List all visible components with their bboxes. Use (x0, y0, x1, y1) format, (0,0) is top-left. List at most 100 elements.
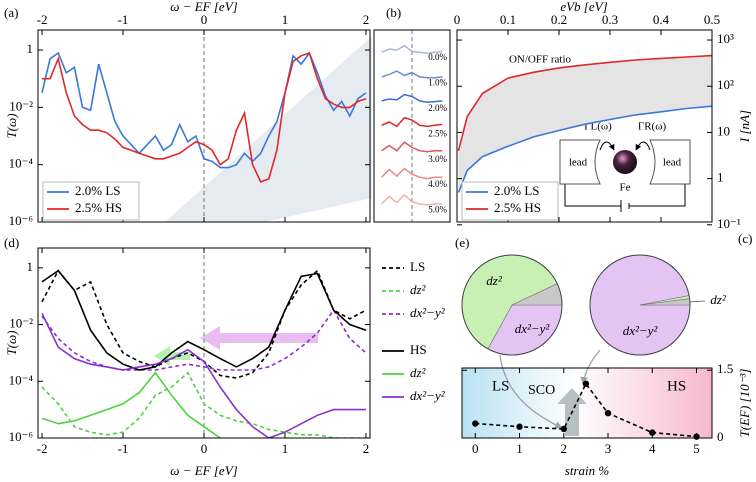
panel-label: (d) (4, 235, 19, 250)
circuit (564, 184, 686, 212)
zoom-wedge (165, 36, 372, 222)
pie-outline (461, 254, 563, 356)
legend-label: dz² (410, 365, 427, 380)
series-label: 1.0% (428, 77, 447, 87)
lead-shape (559, 139, 601, 185)
plot-frame (373, 29, 451, 223)
x-tick-label: 2 (561, 441, 568, 456)
x-tick-label: 0 (201, 12, 208, 27)
x-tick-label: 0.5 (704, 12, 720, 27)
series-line (41, 371, 221, 438)
series-label: 3.0% (428, 154, 447, 164)
fe-atom (613, 150, 637, 174)
legend-label: dx²−y² (410, 388, 446, 403)
label-leader (687, 300, 706, 303)
legend-label: LS (410, 259, 425, 274)
legend-label: dx²−y² (410, 305, 446, 320)
annotation: lead (663, 157, 682, 169)
y-axis-label: T(ω) (4, 330, 19, 355)
slice-label: dx²−y² (515, 321, 551, 336)
y-tick-label: 1 (27, 259, 34, 274)
series-label: 4.0% (428, 179, 447, 189)
pie-arrow (499, 354, 563, 429)
pie-arrow (580, 349, 601, 385)
series-line (381, 44, 443, 55)
coupling-arrow (599, 141, 615, 151)
x-tick-label: 0.4 (653, 12, 670, 27)
y-axis-label: I [nA] (737, 110, 752, 143)
pie-outline (589, 254, 691, 356)
series-line (457, 54, 712, 151)
series-line (381, 193, 443, 206)
annotation: LS (492, 378, 510, 394)
y-tick-label: 10⁻⁴ (9, 156, 34, 171)
series-line (41, 371, 366, 438)
x-tick-label: 5 (693, 441, 700, 456)
x-axis-label: eVb [eV] (560, 0, 607, 14)
y-tick-label: 10² (717, 77, 734, 92)
y-tick-label: 10⁻¹ (717, 216, 741, 231)
x-tick-label: 0.2 (551, 12, 567, 27)
x-tick-label: 0 (472, 441, 479, 456)
y-axis-label: T(EF) [10⁻³] (737, 369, 752, 438)
y-axis-label: T(ω) (4, 113, 19, 138)
legend-label: 2.0% LS (75, 183, 121, 198)
y-tick-label: 1.5 (717, 361, 733, 376)
x-tick-label: 0 (454, 12, 461, 27)
x-tick-label: 2 (363, 441, 370, 456)
legend-label: HS (410, 342, 427, 357)
legend-box (42, 181, 140, 221)
series-label: 2.5% (428, 128, 447, 138)
slice-label: dz² (710, 292, 727, 307)
x-tick-label: 3 (605, 441, 612, 456)
annotation: lead (569, 157, 588, 169)
x-axis-label: ω − EF [eV] (170, 0, 237, 14)
x-tick-label: 1 (282, 12, 289, 27)
x-tick-label: -2 (37, 441, 48, 456)
legend-label: 2.0% LS (494, 183, 540, 198)
series-line (41, 269, 367, 371)
y-tick-label: 10⁻² (9, 98, 33, 113)
annotation: ΓR(ω) (638, 121, 667, 133)
panel-label: (a) (4, 5, 18, 20)
y-tick-label: 0 (717, 429, 724, 444)
series-line (381, 70, 443, 79)
slice-label: dz² (486, 273, 503, 288)
shift-arrow-head (200, 326, 220, 350)
data-point (516, 423, 523, 430)
data-point (472, 420, 479, 427)
panel-label: (c) (738, 231, 752, 246)
series-line (381, 141, 443, 153)
annotation: SCO (528, 383, 555, 398)
coupling-arrow (635, 141, 651, 151)
series-line (41, 308, 367, 371)
legend-label: 2.5% HS (75, 200, 122, 215)
x-tick-label: 0.3 (602, 12, 618, 27)
x-tick-label: 4 (649, 441, 656, 456)
data-point (649, 429, 656, 436)
legend-box (461, 181, 559, 221)
plot-frame (461, 367, 713, 439)
series-line (381, 167, 443, 180)
y-tick-label: 10 (717, 123, 730, 138)
x-tick-label: 2 (363, 12, 370, 27)
x-tick-label: -1 (118, 12, 129, 27)
annotation: ON/OFF ratio (509, 54, 572, 66)
annotation: HS (667, 378, 686, 394)
x-tick-label: 1 (282, 441, 289, 456)
data-point (560, 425, 567, 433)
panel-label: (b) (386, 5, 401, 20)
series-line (381, 116, 443, 128)
x-axis-label: ω − EF [eV] (170, 463, 237, 478)
y-tick-label: 10⁻² (9, 316, 33, 331)
x-tick-label: 0 (201, 441, 208, 456)
series-label: 5.0% (428, 205, 447, 215)
data-point (582, 380, 590, 388)
x-tick-label: 0.1 (500, 12, 516, 27)
series-line (41, 312, 366, 438)
data-point (604, 409, 612, 417)
plot-frame (456, 29, 713, 223)
y-tick-label: 10⁻⁶ (9, 429, 33, 444)
